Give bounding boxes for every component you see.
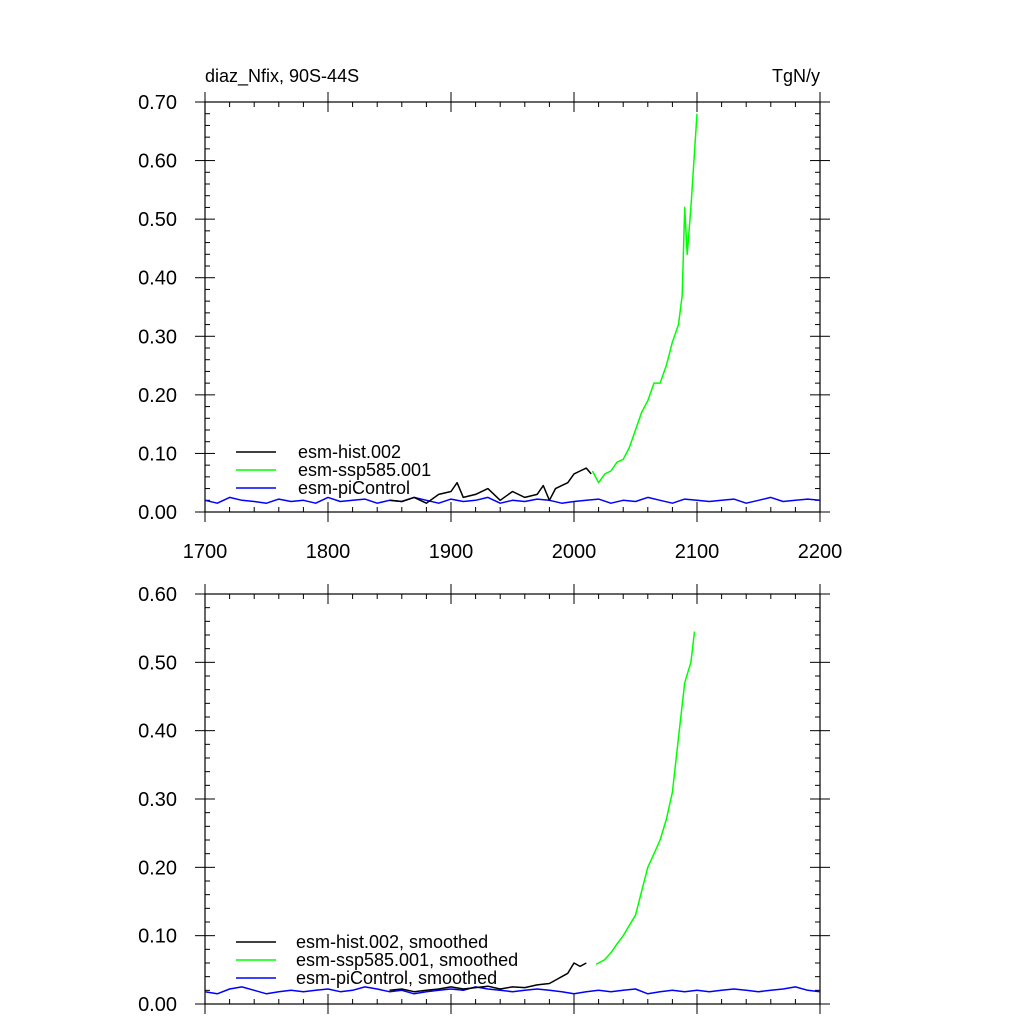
y-tick-label: 0.30 bbox=[138, 326, 177, 348]
y-tick-label: 0.20 bbox=[138, 385, 177, 407]
y-tick-label: 0.20 bbox=[138, 857, 177, 879]
panel-top: diaz_Nfix, 90S-44S TgN/y 0.00 0.10 0.20 0.30 0… bbox=[138, 66, 842, 563]
y-tick-label: 0.00 bbox=[138, 502, 177, 524]
legend-label: esm-piControl bbox=[298, 478, 410, 498]
series-line-esm-hist-002-smoothed bbox=[389, 962, 587, 993]
series-line-esm-picontrol bbox=[204, 496, 821, 504]
legend-label: esm-piControl, smoothed bbox=[296, 968, 497, 988]
series-line-esm-hist-002 bbox=[389, 467, 592, 504]
y-tick-label: 0.30 bbox=[138, 789, 177, 811]
x-tick-label: 2100 bbox=[675, 541, 720, 563]
y-tick-label: 0.60 bbox=[138, 151, 177, 173]
legend-label: esm-hist.002 bbox=[298, 442, 401, 462]
x-tick-label: 1800 bbox=[306, 541, 351, 563]
legend-label: esm-hist.002, smoothed bbox=[296, 932, 488, 952]
series-line-esm-picontrol-smoothed bbox=[204, 986, 821, 995]
y-tick-label: 0.00 bbox=[138, 994, 177, 1016]
y-tick-label: 0.10 bbox=[138, 926, 177, 948]
x-tick-label: 2000 bbox=[552, 541, 597, 563]
y-tick-label: 0.70 bbox=[138, 92, 177, 114]
y-tick-label: 0.50 bbox=[138, 652, 177, 674]
chart-title: diaz_Nfix, 90S-44S bbox=[205, 66, 359, 87]
y-tick-label: 0.40 bbox=[138, 721, 177, 743]
x-tick-label: 1700 bbox=[183, 541, 228, 563]
units-label: TgN/y bbox=[772, 66, 820, 86]
y-tick-label: 0.60 bbox=[138, 584, 177, 606]
panel-bottom: 0.00 0.10 0.20 0.30 0.40 0.50 0.60 esm-hist.002… bbox=[138, 584, 830, 1016]
y-tick-label: 0.50 bbox=[138, 209, 177, 231]
x-tick-label: 2200 bbox=[798, 541, 843, 563]
x-tick-label: 1900 bbox=[429, 541, 474, 563]
y-tick-label: 0.10 bbox=[138, 443, 177, 465]
plot-frame bbox=[204, 101, 821, 513]
series-line-esm-ssp585-001-smoothed bbox=[595, 631, 696, 966]
y-tick-label: 0.40 bbox=[138, 268, 177, 290]
legend-label: esm-ssp585.001, smoothed bbox=[296, 950, 518, 970]
legend-label: esm-ssp585.001 bbox=[298, 460, 431, 480]
series-line-esm-ssp585-001 bbox=[591, 113, 698, 484]
